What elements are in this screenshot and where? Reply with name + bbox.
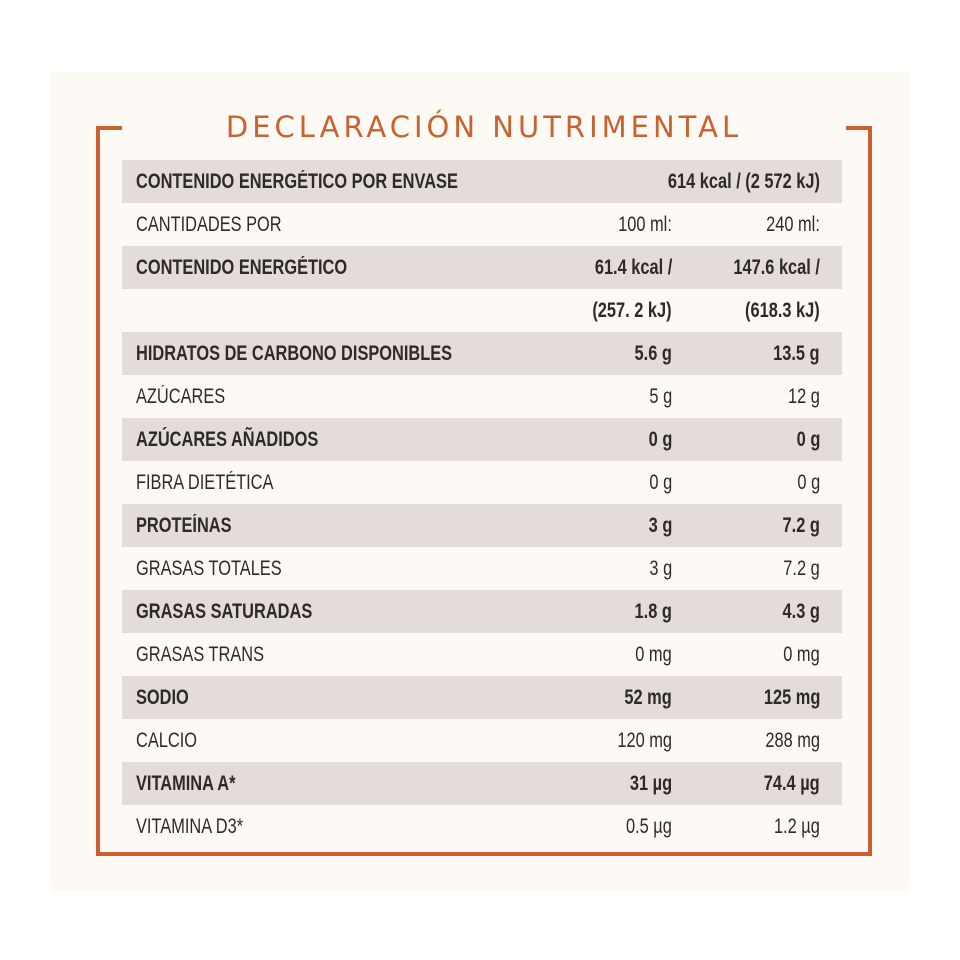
nutrition-table: CONTENIDO ENERGÉTICO POR ENVASE 614 kcal…: [122, 160, 842, 848]
nutrient-label: PROTEÍNAS: [136, 514, 232, 537]
nutrient-value-100ml: 31 µg: [629, 772, 672, 795]
nutrient-value-240ml: 1.2 µg: [774, 815, 820, 838]
label-title: DECLARACIÓN NUTRIMENTAL: [225, 110, 743, 144]
row-value: 614 kcal / (2 572 kJ): [667, 170, 820, 193]
nutrient-row: AZÚCARES AÑADIDOS 0 g 0 g: [122, 418, 842, 461]
nutrient-value-100ml: 52 mg: [624, 686, 672, 709]
nutrient-row: GRASAS TRANS 0 mg 0 mg: [122, 633, 842, 676]
nutrient-value-240ml: 12 g: [788, 385, 820, 408]
nutrient-label: SODIO: [136, 686, 189, 709]
energy-240ml-kj: (618.3 kJ): [745, 299, 820, 322]
row-label: CONTENIDO ENERGÉTICO: [136, 256, 348, 279]
nutrient-value-240ml: 0 g: [796, 428, 820, 451]
energy-per-package-row: CONTENIDO ENERGÉTICO POR ENVASE 614 kcal…: [122, 160, 842, 203]
nutrient-value-100ml: 0.5 µg: [626, 815, 672, 838]
nutrient-label: GRASAS SATURADAS: [136, 600, 313, 623]
energy-row: CONTENIDO ENERGÉTICO 61.4 kcal / 147.6 k…: [122, 246, 842, 289]
nutrient-label: AZÚCARES AÑADIDOS: [136, 428, 319, 451]
nutrient-value-100ml: 1.8 g: [634, 600, 672, 623]
nutrient-value-100ml: 0 g: [648, 428, 672, 451]
nutrient-label: GRASAS TOTALES: [136, 557, 282, 580]
nutrient-value-240ml: 0 g: [797, 471, 820, 494]
nutrient-value-100ml: 120 mg: [617, 729, 672, 752]
nutrient-value-240ml: 74.4 µg: [764, 772, 820, 795]
nutrient-row: VITAMINA D3* 0.5 µg 1.2 µg: [122, 805, 842, 848]
nutrient-value-240ml: 7.2 g: [782, 514, 820, 537]
energy-240ml-kcal: 147.6 kcal /: [733, 256, 820, 279]
nutrient-value-100ml: 3 g: [648, 514, 672, 537]
label-frame: [96, 128, 872, 856]
nutrient-row: PROTEÍNAS 3 g 7.2 g: [122, 504, 842, 547]
nutrient-row: CALCIO 120 mg 288 mg: [122, 719, 842, 762]
nutrient-value-100ml: 5 g: [649, 385, 672, 408]
energy-100ml-kcal: 61.4 kcal /: [594, 256, 672, 279]
nutrient-value-100ml: 5.6 g: [634, 342, 672, 365]
nutrient-value-240ml: 0 mg: [783, 643, 820, 666]
nutrient-value-100ml: 0 mg: [635, 643, 672, 666]
nutrient-label: GRASAS TRANS: [136, 643, 265, 666]
nutrient-label: FIBRA DIETÉTICA: [136, 471, 274, 494]
nutrient-label: CALCIO: [136, 729, 197, 752]
nutrient-value-240ml: 125 mg: [763, 686, 820, 709]
nutrient-label: HIDRATOS DE CARBONO DISPONIBLES: [136, 342, 453, 365]
nutrient-label: VITAMINA A*: [136, 772, 236, 795]
nutrient-value-240ml: 7.2 g: [783, 557, 820, 580]
nutrient-row: HIDRATOS DE CARBONO DISPONIBLES 5.6 g 13…: [122, 332, 842, 375]
nutrient-row: AZÚCARES 5 g 12 g: [122, 375, 842, 418]
column-header-240ml: 240 ml:: [766, 213, 820, 236]
row-label: CANTIDADES POR: [136, 213, 282, 236]
nutrient-row: SODIO 52 mg 125 mg: [122, 676, 842, 719]
nutrient-label: AZÚCARES: [136, 385, 226, 408]
nutrient-label: VITAMINA D3*: [136, 815, 244, 838]
nutrient-row: GRASAS TOTALES 3 g 7.2 g: [122, 547, 842, 590]
nutrient-row: GRASAS SATURADAS 1.8 g 4.3 g: [122, 590, 842, 633]
energy-kj-row: (257. 2 kJ) (618.3 kJ): [122, 289, 842, 332]
nutrient-value-240ml: 13.5 g: [773, 342, 820, 365]
serving-header-row: CANTIDADES POR 100 ml: 240 ml:: [122, 203, 842, 246]
energy-100ml-kj: (257. 2 kJ): [592, 299, 672, 322]
row-label: CONTENIDO ENERGÉTICO POR ENVASE: [136, 170, 458, 193]
frame-top-left-segment: [96, 126, 122, 130]
nutrient-row: FIBRA DIETÉTICA 0 g 0 g: [122, 461, 842, 504]
nutrient-value-100ml: 0 g: [649, 471, 672, 494]
nutrient-row: VITAMINA A* 31 µg 74.4 µg: [122, 762, 842, 805]
nutrition-label-card: [50, 72, 910, 892]
frame-top-right-segment: [846, 126, 872, 130]
nutrient-value-240ml: 288 mg: [765, 729, 820, 752]
nutrient-value-240ml: 4.3 g: [782, 600, 820, 623]
column-header-100ml: 100 ml:: [618, 213, 672, 236]
nutrient-value-100ml: 3 g: [649, 557, 672, 580]
